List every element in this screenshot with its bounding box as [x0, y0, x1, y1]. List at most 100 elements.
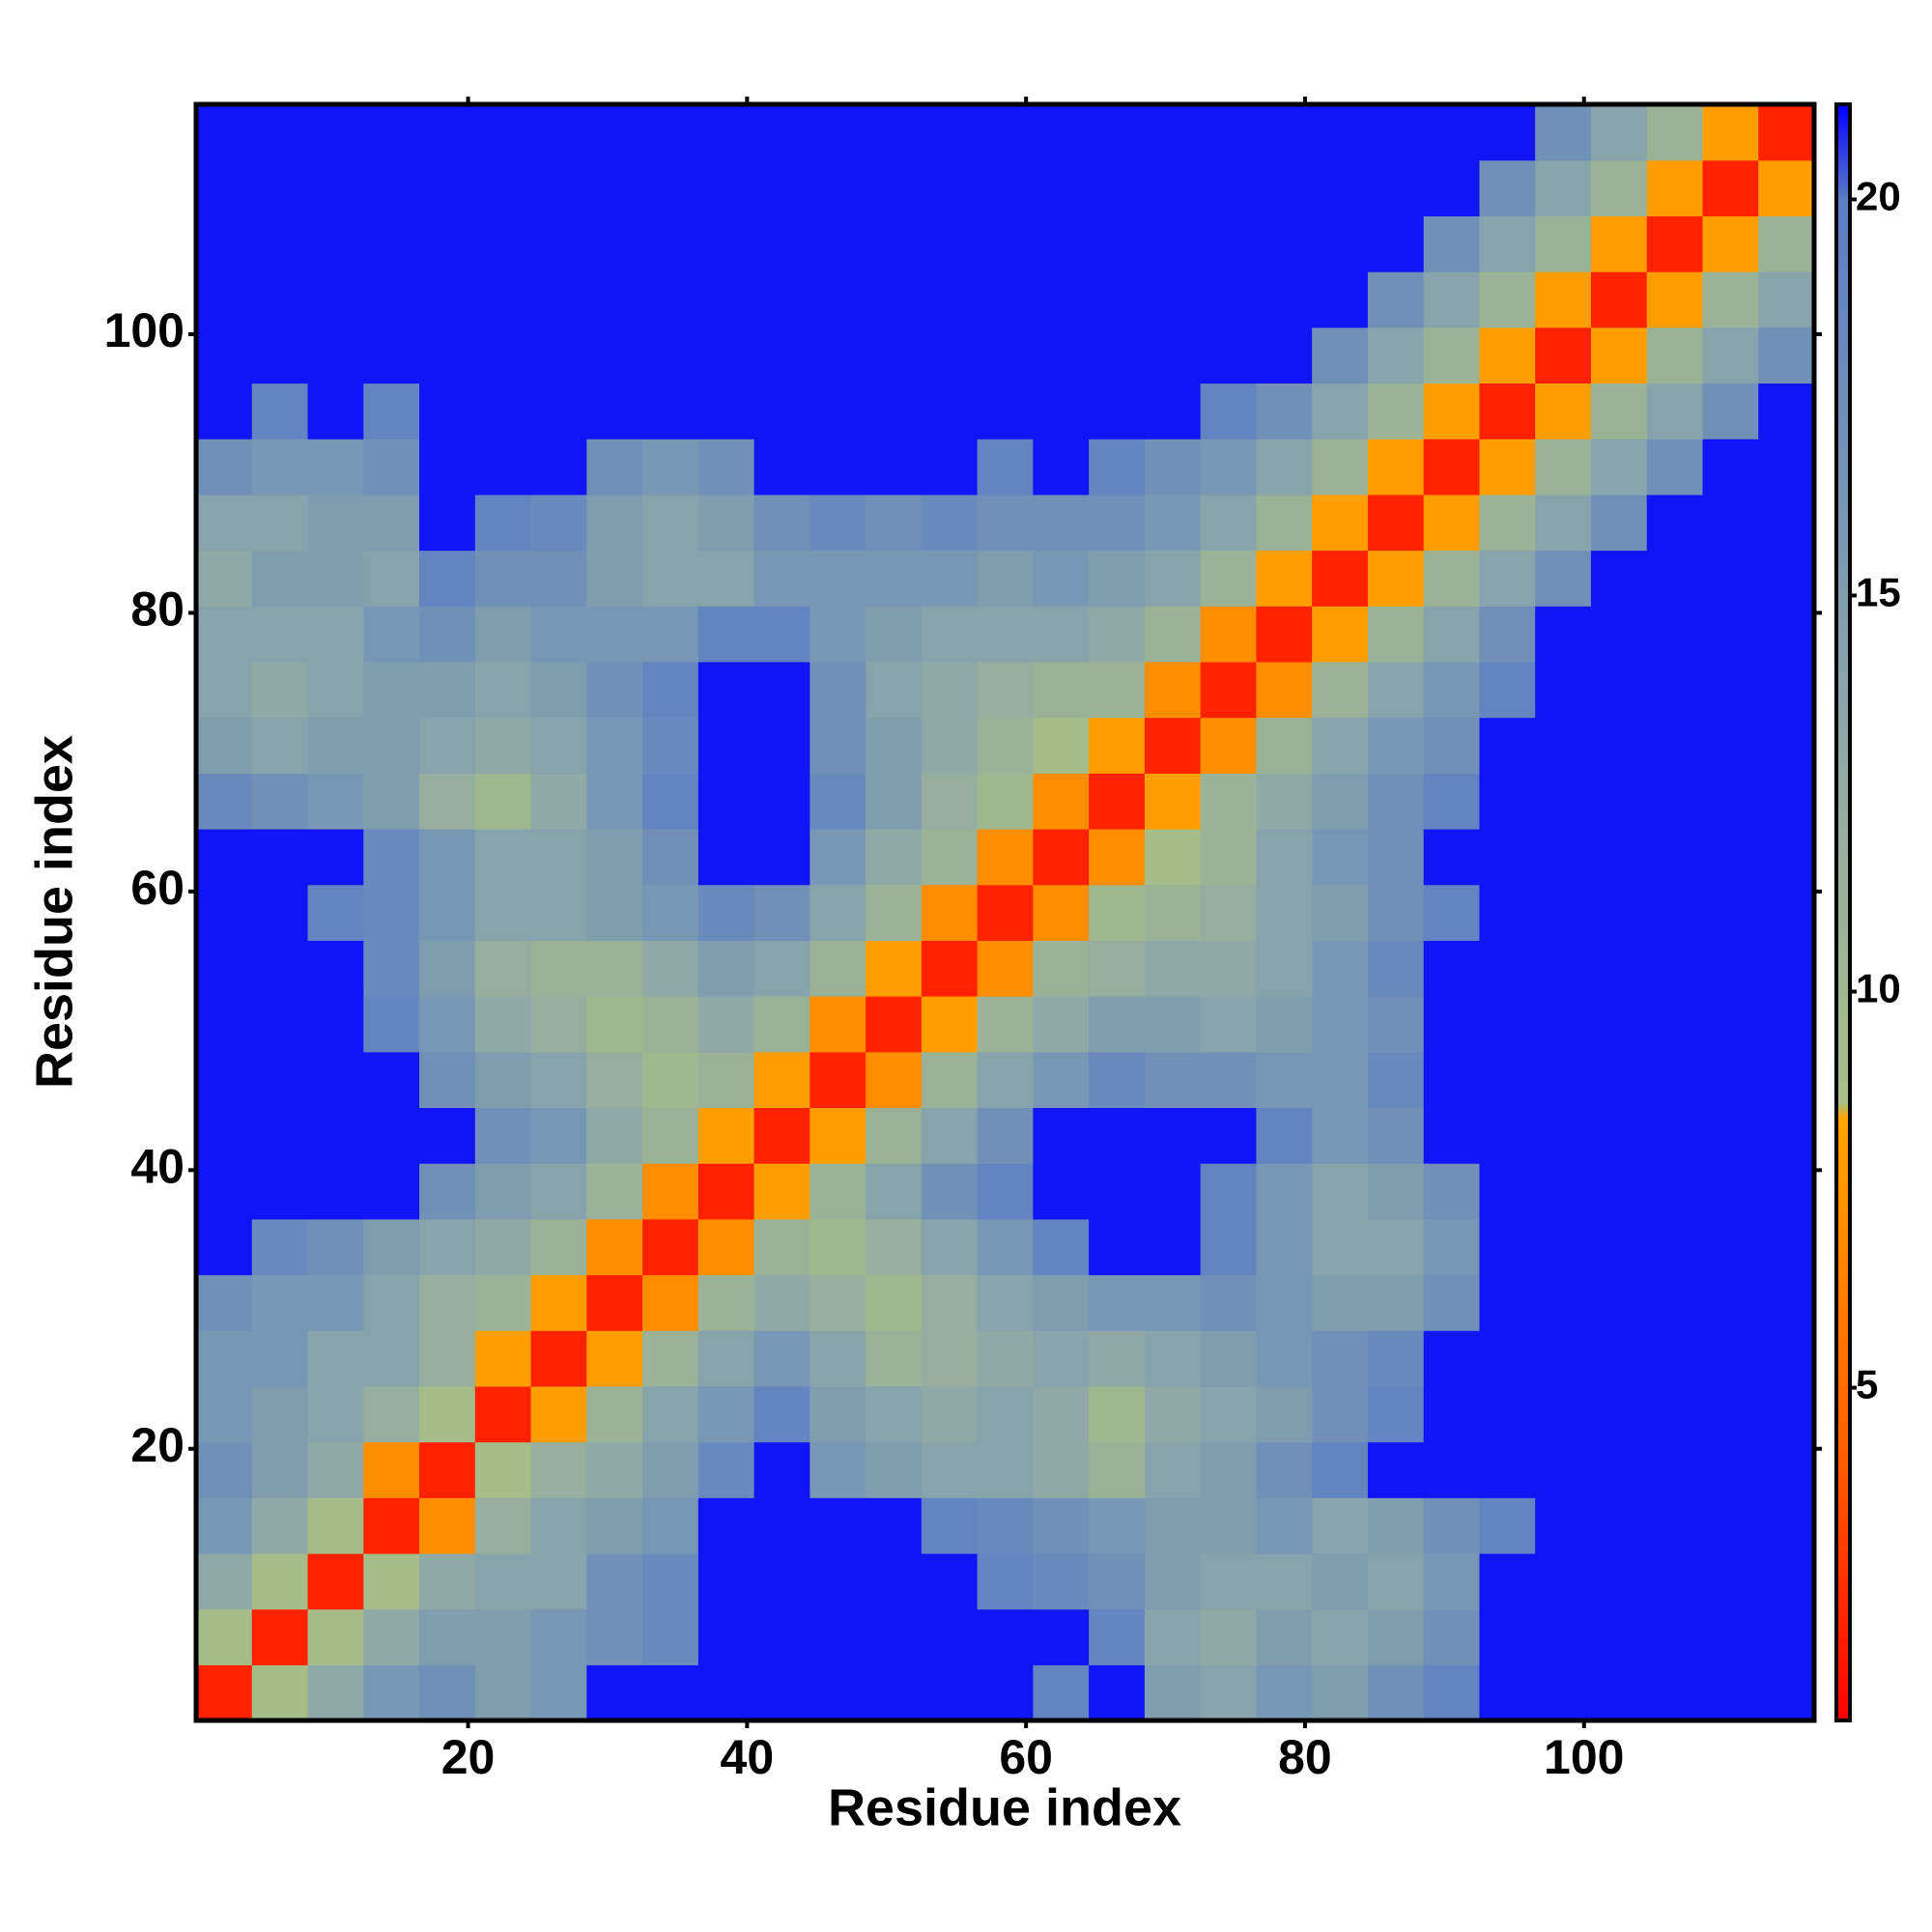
heatmap-cell — [1312, 215, 1369, 272]
heatmap-cell — [1256, 996, 1313, 1053]
x-tick-label: 20 — [441, 1730, 496, 1784]
heatmap-cell — [363, 996, 420, 1053]
heatmap-cell — [1256, 1274, 1313, 1331]
heatmap-cell — [810, 439, 867, 496]
heatmap-cell — [530, 1664, 587, 1721]
heatmap-cell — [977, 1330, 1034, 1387]
colorbar-tick-label: 15 — [1856, 570, 1901, 615]
heatmap-cell — [251, 1051, 309, 1109]
heatmap-cell — [1479, 1497, 1536, 1554]
heatmap-cell — [1256, 1441, 1313, 1498]
heatmap-cell — [1590, 550, 1648, 607]
heatmap-cell — [697, 550, 755, 607]
heatmap-cell — [1758, 773, 1815, 830]
heatmap-cell — [697, 1664, 755, 1721]
heatmap-cell — [1312, 1441, 1369, 1498]
heatmap-cell — [586, 661, 643, 719]
heatmap-cell — [1256, 550, 1313, 607]
heatmap-cell — [1758, 661, 1815, 719]
heatmap-cell — [474, 383, 532, 440]
heatmap-cell — [1479, 773, 1536, 830]
heatmap-cell — [1535, 439, 1592, 496]
heatmap-cell — [196, 550, 253, 607]
heatmap-cell — [196, 1107, 253, 1164]
heatmap-cell — [697, 271, 755, 328]
heatmap-cell — [1702, 828, 1759, 886]
heatmap-cell — [1535, 1385, 1592, 1443]
heatmap-cell — [1033, 661, 1090, 719]
heatmap-cell — [1423, 1497, 1481, 1554]
heatmap-cell — [363, 327, 420, 384]
heatmap-cell — [1144, 327, 1202, 384]
heatmap-cell — [1200, 494, 1258, 552]
heatmap-cell — [753, 717, 810, 774]
heatmap-cell — [196, 1330, 253, 1387]
colorbar — [1834, 102, 1852, 1722]
heatmap-cell — [642, 1441, 699, 1498]
heatmap-cell — [642, 773, 699, 830]
heatmap-cell — [810, 773, 867, 830]
heatmap-cell — [1089, 159, 1146, 216]
heatmap-cell — [1423, 1051, 1481, 1109]
heatmap-cell — [1702, 104, 1759, 161]
heatmap-cell — [196, 327, 253, 384]
heatmap-cell — [474, 828, 532, 886]
heatmap-cell — [1367, 1274, 1425, 1331]
heatmap-cell — [196, 661, 253, 719]
heatmap-cell — [251, 1441, 309, 1498]
heatmap-cell — [697, 828, 755, 886]
heatmap-cell — [1144, 1552, 1202, 1610]
heatmap-cell — [1089, 1608, 1146, 1665]
heatmap-cell — [866, 550, 923, 607]
heatmap-cell — [1367, 1552, 1425, 1610]
heatmap-cell — [1758, 494, 1815, 552]
heatmap-cell — [1702, 996, 1759, 1053]
heatmap-cell — [1033, 494, 1090, 552]
heatmap-cell — [196, 494, 253, 552]
heatmap-cell — [753, 1385, 810, 1443]
heatmap-cell — [1033, 104, 1090, 161]
heatmap-cell — [697, 1274, 755, 1331]
heatmap-cell — [530, 1552, 587, 1610]
heatmap-cell — [307, 940, 364, 997]
heatmap-cell — [1423, 271, 1481, 328]
heatmap-cell — [1646, 1107, 1704, 1164]
heatmap-cell — [1144, 271, 1202, 328]
heatmap-cell — [1646, 439, 1704, 496]
heatmap-cell — [251, 1552, 309, 1610]
heatmap-cell — [1590, 327, 1648, 384]
heatmap-cell — [866, 271, 923, 328]
heatmap-cell — [921, 661, 979, 719]
heatmap-cell — [1702, 1163, 1759, 1220]
heatmap-cell — [1089, 1274, 1146, 1331]
heatmap-cell — [921, 1441, 979, 1498]
heatmap-cell — [1256, 1107, 1313, 1164]
heatmap-cell — [810, 383, 867, 440]
heatmap-cell — [1535, 828, 1592, 886]
heatmap-cell — [1535, 1107, 1592, 1164]
heatmap-cell — [251, 1608, 309, 1665]
heatmap-cell — [419, 215, 476, 272]
heatmap-cell — [866, 1497, 923, 1554]
heatmap-cell — [1479, 940, 1536, 997]
heatmap-cell — [530, 159, 587, 216]
heatmap-cell — [1423, 215, 1481, 272]
heatmap-cell — [1312, 1608, 1369, 1665]
heatmap-cell — [753, 773, 810, 830]
heatmap-cell — [1367, 383, 1425, 440]
heatmap-cell — [1312, 104, 1369, 161]
heatmap-cell — [810, 271, 867, 328]
heatmap-cell — [1367, 1385, 1425, 1443]
heatmap-cell — [196, 828, 253, 886]
heatmap-cell — [753, 1608, 810, 1665]
heatmap-cell — [921, 159, 979, 216]
heatmap-cell — [1312, 1330, 1369, 1387]
heatmap-cell — [1033, 1051, 1090, 1109]
x-tick-label: 40 — [721, 1730, 775, 1784]
heatmap-cell — [1256, 828, 1313, 886]
heatmap-cell — [753, 1274, 810, 1331]
heatmap-cell — [1367, 327, 1425, 384]
heatmap-cell — [921, 1664, 979, 1721]
heatmap-cell — [921, 104, 979, 161]
